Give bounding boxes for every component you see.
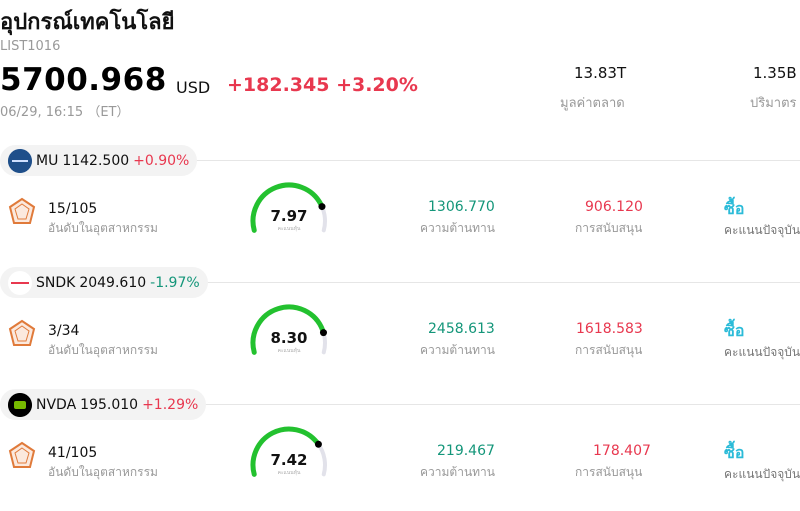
rating-buy[interactable]: ซื้อ bbox=[724, 443, 745, 462]
resistance-value: 1306.770 bbox=[428, 199, 495, 215]
price-change: +182.345 +3.20% bbox=[227, 74, 418, 96]
score-label: คะแนนหุ้น bbox=[277, 348, 301, 354]
rating-buy[interactable]: ซื้อ bbox=[724, 321, 745, 340]
page-title: อุปกรณ์เทคโนโลยี bbox=[0, 10, 175, 35]
score-label: คะแนนหุ้น bbox=[277, 226, 301, 232]
support-label: การสนับสนุน bbox=[575, 221, 643, 235]
support-value: 178.407 bbox=[593, 443, 651, 459]
score-value: 7.42 bbox=[270, 451, 308, 469]
market-cap-label: มูลค่าตลาด bbox=[560, 96, 625, 111]
rating-label: คะแนนปัจจุบัน bbox=[724, 223, 800, 237]
stock-price: 195.010 bbox=[80, 396, 139, 413]
stock-chip[interactable]: MU 1142.500 +0.90% bbox=[0, 145, 198, 176]
stock-chip[interactable]: NVDA 195.010 +1.29% bbox=[0, 389, 207, 420]
rank-icon bbox=[8, 441, 36, 468]
rating-label: คะแนนปัจจุบัน bbox=[724, 467, 800, 481]
support-value: 906.120 bbox=[585, 199, 643, 215]
divider bbox=[8, 404, 800, 405]
industry-rank: 3/34 bbox=[48, 323, 80, 339]
sandisk-logo-icon bbox=[8, 270, 32, 295]
stock-section: MU 1142.500 +0.90% 15/105 อันดับในอุตสาห… bbox=[0, 145, 800, 267]
stock-ticker: MU bbox=[36, 152, 59, 169]
rating-buy[interactable]: ซื้อ bbox=[724, 199, 745, 218]
divider bbox=[8, 282, 800, 283]
stock-chip[interactable]: SNDK 2049.610 -1.97% bbox=[0, 267, 208, 298]
resistance-value: 2458.613 bbox=[428, 321, 495, 337]
stock-section: NVDA 195.010 +1.29% 41/105 อันดับในอุตสา… bbox=[0, 389, 800, 511]
stock-change: +0.90% bbox=[133, 152, 190, 169]
score-value: 8.30 bbox=[270, 329, 308, 347]
industry-rank: 41/105 bbox=[48, 445, 98, 461]
nvidia-logo-icon bbox=[8, 392, 32, 417]
currency-label: USD bbox=[176, 78, 211, 97]
stock-price: 2049.610 bbox=[79, 274, 147, 291]
timestamp: 06/29, 16:15 （ET） bbox=[0, 105, 130, 120]
resistance-label: ความต้านทาน bbox=[420, 465, 495, 479]
support-value: 1618.583 bbox=[576, 321, 643, 337]
stock-ticker: SNDK bbox=[36, 274, 76, 291]
micron-logo-icon bbox=[8, 148, 32, 173]
industry-rank-label: อันดับในอุตสาหกรรม bbox=[48, 343, 158, 357]
resistance-label: ความต้านทาน bbox=[420, 343, 495, 357]
list-code: LIST1016 bbox=[0, 39, 61, 54]
resistance-label: ความต้านทาน bbox=[420, 221, 495, 235]
stock-section: SNDK 2049.610 -1.97% 3/34 อันดับในอุตสาห… bbox=[0, 267, 800, 389]
resistance-value: 219.467 bbox=[437, 443, 495, 459]
score-gauge bbox=[250, 304, 327, 355]
volume-value: 1.35B bbox=[753, 64, 797, 82]
volume-label: ปริมาตร bbox=[750, 96, 797, 111]
score-label: คะแนนหุ้น bbox=[277, 470, 301, 476]
score-value: 7.97 bbox=[270, 207, 308, 225]
rank-icon bbox=[8, 197, 36, 224]
divider bbox=[8, 160, 800, 161]
support-label: การสนับสนุน bbox=[575, 465, 643, 479]
rank-icon bbox=[8, 319, 36, 346]
support-label: การสนับสนุน bbox=[575, 343, 643, 357]
industry-rank-label: อันดับในอุตสาหกรรม bbox=[48, 221, 158, 235]
stock-change: -1.97% bbox=[150, 274, 200, 291]
index-price: 5700.968 bbox=[0, 62, 167, 98]
score-gauge bbox=[250, 426, 327, 477]
rating-label: คะแนนปัจจุบัน bbox=[724, 345, 800, 359]
stock-ticker: NVDA bbox=[36, 396, 77, 413]
score-gauge bbox=[250, 182, 327, 233]
industry-rank: 15/105 bbox=[48, 201, 98, 217]
market-cap-value: 13.83T bbox=[574, 64, 627, 82]
stock-price: 1142.500 bbox=[62, 152, 130, 169]
stock-change: +1.29% bbox=[142, 396, 199, 413]
industry-rank-label: อันดับในอุตสาหกรรม bbox=[48, 465, 158, 479]
